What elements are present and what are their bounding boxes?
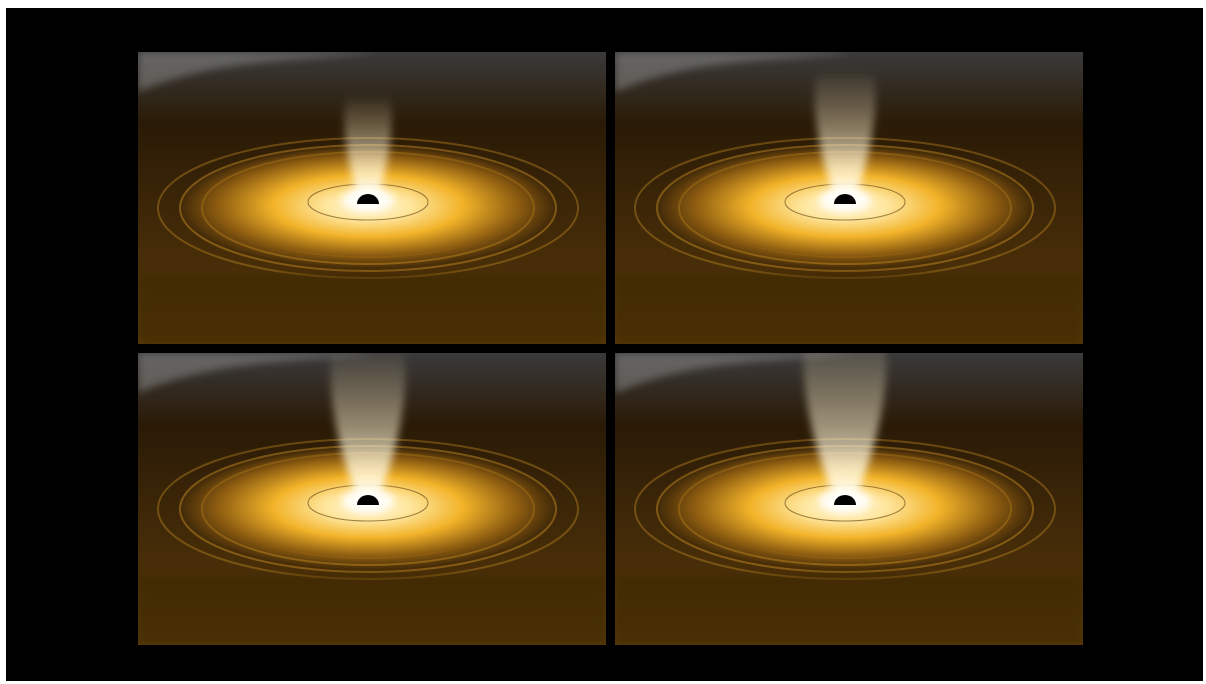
relativistic-jet bbox=[814, 75, 876, 198]
milky-way bbox=[138, 52, 378, 92]
black-hole-panel-2 bbox=[615, 52, 1083, 344]
black-hole-illustration bbox=[615, 52, 1083, 344]
dust-foreground bbox=[138, 274, 606, 344]
black-hole-illustration bbox=[615, 353, 1083, 645]
milky-way bbox=[615, 52, 855, 92]
panel-grid bbox=[138, 52, 1083, 645]
figure-frame bbox=[6, 8, 1203, 681]
black-hole-panel-4 bbox=[615, 353, 1083, 645]
black-hole bbox=[357, 495, 379, 505]
dust-foreground bbox=[138, 575, 606, 645]
black-hole bbox=[834, 194, 856, 204]
black-hole-panel-1 bbox=[138, 52, 606, 344]
dust-foreground bbox=[615, 274, 1083, 344]
black-hole-panel-3 bbox=[138, 353, 606, 645]
black-hole-illustration bbox=[138, 52, 606, 344]
black-hole bbox=[834, 495, 856, 505]
black-hole bbox=[357, 194, 379, 204]
dust-foreground bbox=[615, 575, 1083, 645]
relativistic-jet bbox=[803, 353, 887, 499]
milky-way bbox=[138, 353, 378, 393]
milky-way bbox=[615, 353, 855, 393]
relativistic-jet bbox=[330, 353, 406, 499]
black-hole-illustration bbox=[138, 353, 606, 645]
relativistic-jet bbox=[344, 98, 392, 198]
